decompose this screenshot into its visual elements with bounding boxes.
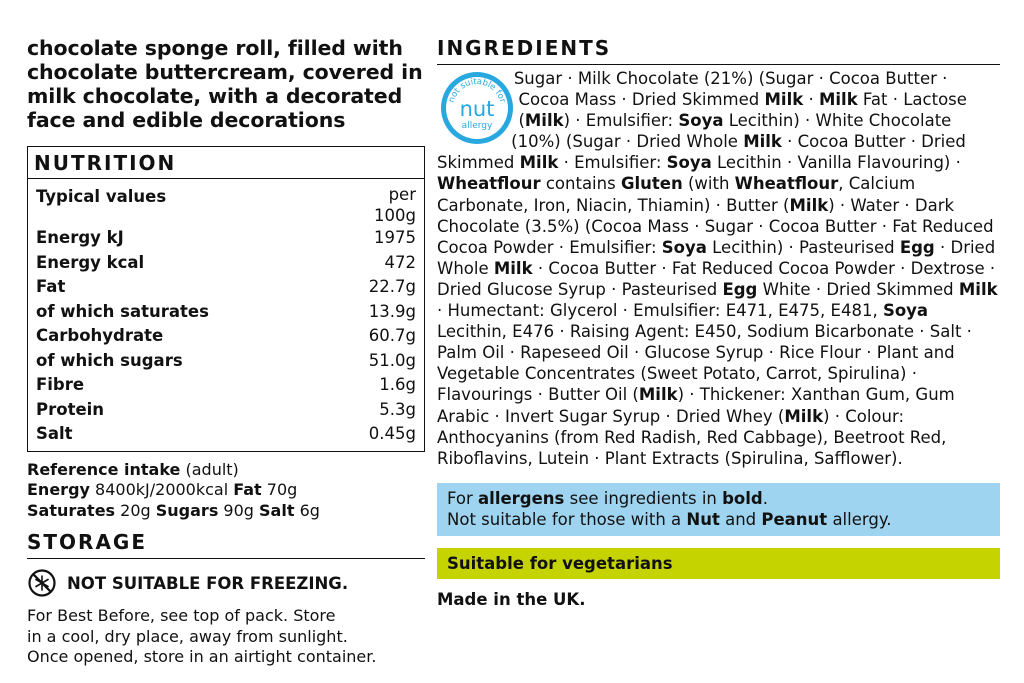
badge-bottom-text: allergy xyxy=(462,121,493,131)
made-in-label: Made in the UK. xyxy=(437,589,586,609)
allergen-word: Milk xyxy=(493,258,533,278)
product-description: chocolate sponge roll, filled with choco… xyxy=(27,36,423,132)
storage-line-1: For Best Before, see top of pack. Store xyxy=(27,606,336,625)
ingredients-heading: INGREDIENTS xyxy=(437,36,1000,65)
allergen-word: Milk xyxy=(764,90,804,110)
ingredients-list: Sugar · Milk Chocolate (21%) (Sugar · Co… xyxy=(437,69,998,468)
allergen-word: Milk xyxy=(638,385,678,405)
allergen-word: Milk xyxy=(784,406,824,426)
allergen-word: Milk xyxy=(818,90,858,110)
ingredient-text: · xyxy=(803,90,819,110)
nutrition-row: Energy kJ 1975 xyxy=(36,226,416,251)
allergen-word: Milk xyxy=(958,279,998,299)
ingredient-text: Lecithin) · Pasteurised xyxy=(706,237,900,257)
storage-instructions: For Best Before, see top of pack. Store … xyxy=(27,606,425,668)
nutrition-row: Carbohydrate 60.7g xyxy=(36,324,416,349)
nutrition-row: Energy kcal 472 xyxy=(36,251,416,276)
nutrition-row: Typical values per 100g xyxy=(36,185,416,226)
allergen-word: Milk xyxy=(743,132,782,152)
nutrition-row: of which sugars 51.0g xyxy=(36,349,416,374)
ingredient-text: , Calcium Carbonate, Iron, Niacin, Thiam… xyxy=(437,174,916,215)
freeze-warning-text: NOT SUITABLE FOR FREEZING. xyxy=(67,573,349,593)
nutrition-value: 5.3g xyxy=(379,399,416,419)
storage-heading: STORAGE xyxy=(27,530,425,559)
left-column: chocolate sponge roll, filled with choco… xyxy=(27,36,425,668)
badge-main-text: nut xyxy=(460,97,495,121)
allergen-word: Soya xyxy=(666,153,712,173)
nutrition-value: 22.7g xyxy=(368,277,416,296)
reference-intake-heading: Reference intake (adult) xyxy=(27,459,239,479)
allergen-word: Milk xyxy=(524,111,564,131)
nutrition-label: Salt xyxy=(36,424,73,443)
no-freeze-icon xyxy=(28,569,56,597)
ingredient-text: ) · Water · Dark Chocolate (3.5%) (Cocoa… xyxy=(437,195,994,257)
nutrition-heading: NUTRITION xyxy=(28,147,424,179)
ingredient-text: · Cocoa Butter · Fat Reduced Cocoa Powde… xyxy=(437,258,996,299)
nutrition-row: Fat 22.7g xyxy=(36,275,416,300)
nutrition-label: Energy kcal xyxy=(36,252,145,272)
ingredient-text: Sugar · Milk Chocolate (21%) (Sugar · Co… xyxy=(513,69,948,110)
nutrition-value: per 100g xyxy=(374,185,416,225)
reference-intake: Reference intake (adult) Energy 8400kJ/2… xyxy=(27,460,425,522)
allergen-word: Soya xyxy=(882,301,929,321)
nutrition-value: 0.45g xyxy=(368,424,416,443)
freeze-warning: NOT SUITABLE FOR FREEZING. xyxy=(27,568,425,598)
allergen-word: Wheatflour xyxy=(734,174,839,194)
ingredient-text: contains xyxy=(540,174,621,194)
nutrition-value: 51.0g xyxy=(368,350,416,370)
vegetarian-badge: Suitable for vegetarians xyxy=(437,547,1000,579)
nutrition-row: Salt 0.45g xyxy=(36,422,416,447)
ingredient-text: Fat · Lactose ( xyxy=(518,90,967,131)
nutrition-row: Fibre 1.6g xyxy=(36,373,416,398)
allergen-word: Gluten xyxy=(620,174,683,194)
allergen-word: Milk xyxy=(519,153,559,173)
nutrition-label: Fibre xyxy=(36,375,85,394)
right-column: INGREDIENTS not suitable for nut allergy… xyxy=(437,36,1000,610)
nutrition-label: of which saturates xyxy=(36,301,209,321)
ingredient-text: · Cocoa Butter · Dried Skimmed xyxy=(437,132,966,173)
allergen-line-2: Not suitable for those with a Nut and Pe… xyxy=(447,509,892,529)
ingredient-text: Lecithin · Vanilla Flavouring) · xyxy=(711,153,961,173)
nutrition-rows: Typical values per 100g Energy kJ 1975 Energ… xyxy=(28,179,424,451)
nutrition-label: Protein xyxy=(36,399,105,419)
ingredient-text: White · Dried Skimmed xyxy=(757,279,959,299)
storage-line-3: Once opened, store in an airtight contai… xyxy=(27,647,377,666)
allergen-word: Wheatflour xyxy=(437,174,541,194)
allergen-word: Egg xyxy=(899,237,935,257)
ingredient-text: · Dried Whole xyxy=(437,237,996,278)
ingredient-text: ) · Colour: Anthocyanins (from Red Radis… xyxy=(437,406,947,468)
ingredient-text: (with xyxy=(682,174,735,194)
nutrition-table: NUTRITION Typical values per 100g Energy k… xyxy=(27,146,425,452)
allergen-word: Milk xyxy=(789,195,829,215)
nutrition-row: of which saturates 13.9g xyxy=(36,300,416,325)
nutrition-value: 13.9g xyxy=(368,301,416,321)
allergen-word: Egg xyxy=(722,279,758,299)
reference-intake-line-2: Saturates 20g Sugars 90g Salt 6g xyxy=(27,500,320,520)
nutrition-value: 60.7g xyxy=(368,326,416,345)
ingredients-text: not suitable for nut allergy Sugar · Mil… xyxy=(437,68,1000,469)
nutrition-label: Fat xyxy=(36,277,66,296)
nutrition-row: Protein 5.3g xyxy=(36,398,416,423)
ingredient-text: ) · Emulsifier: xyxy=(563,111,679,131)
allergen-notice: For allergens see ingredients in bold. N… xyxy=(437,482,1000,536)
nut-allergy-badge-icon: not suitable for nut allergy xyxy=(441,72,513,144)
allergen-word: Soya xyxy=(678,111,724,131)
nutrition-label: of which sugars xyxy=(36,350,183,370)
storage-line-2: in a cool, dry place, away from sunlight… xyxy=(27,626,348,646)
ingredient-text: Lecithin, E476 · Raising Agent: E450, So… xyxy=(437,322,972,405)
nutrition-value: 1.6g xyxy=(379,375,416,394)
nutrition-label: Carbohydrate xyxy=(36,326,164,345)
allergen-line-1: For allergens see ingredients in bold. xyxy=(447,488,768,508)
nutrition-value: 1975 xyxy=(374,228,416,247)
nutrition-value: 472 xyxy=(384,252,417,272)
nutrition-label: Energy kJ xyxy=(36,228,124,247)
ingredient-text: · Humectant: Glycerol · Emulsifier: E471… xyxy=(437,301,883,321)
ingredient-text: ) · Thickener: Xanthan Gum, Gum Arabic ·… xyxy=(437,385,955,426)
ingredient-text: · Emulsifier: xyxy=(558,153,667,173)
nutrition-label: Typical values xyxy=(36,187,167,206)
reference-intake-line-1: Energy 8400kJ/2000kcal Fat 70g xyxy=(27,480,298,499)
ingredient-text: Lecithin) · White Chocolate (10%) (Sugar… xyxy=(511,111,952,152)
allergen-word: Soya xyxy=(661,237,707,257)
